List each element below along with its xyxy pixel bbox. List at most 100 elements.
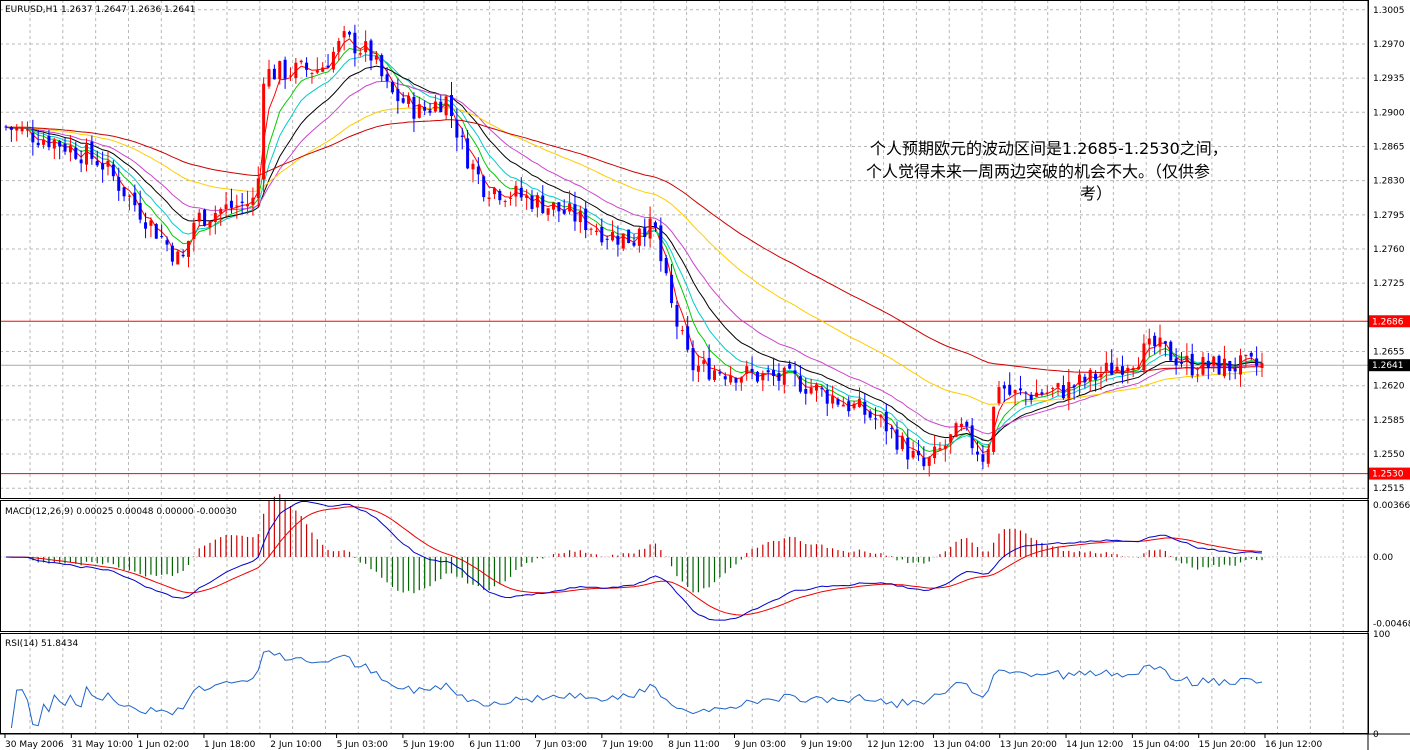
candle-body	[1206, 360, 1210, 369]
macd-main-line	[5, 501, 1263, 621]
candle-body	[326, 65, 330, 68]
candle-body	[922, 457, 926, 467]
price-tick-label: 1.2900	[1373, 108, 1405, 118]
candle-body	[154, 224, 158, 239]
candle-body	[1035, 392, 1039, 397]
candle-body	[47, 135, 51, 148]
macd-panel-header: MACD(12,26,9) 0.00025 0.00048 0.00000 -0…	[5, 507, 237, 517]
candle-body	[686, 326, 690, 350]
candle-body	[348, 31, 352, 35]
candle-body	[814, 384, 818, 391]
candle-body	[219, 208, 223, 214]
candle-body	[272, 68, 276, 80]
candle-body	[600, 226, 604, 243]
price-tick-label: 1.2760	[1373, 245, 1405, 255]
candle-body	[1088, 369, 1092, 382]
candle-body	[895, 429, 899, 450]
candle-body	[793, 370, 797, 374]
candle-body	[213, 212, 217, 222]
time-tick-label: 16 Jun 12:00	[1265, 740, 1322, 750]
candle-body	[546, 208, 550, 215]
candle-body	[852, 403, 856, 409]
candle-body	[621, 233, 625, 249]
candle-body	[804, 389, 808, 394]
price-tick-label: 1.2515	[1373, 484, 1405, 494]
candle-body	[407, 95, 411, 104]
candle-body	[707, 357, 711, 380]
time-tick-label: 7 Jun 03:00	[536, 740, 588, 750]
candle-body	[847, 401, 851, 412]
candle-body	[884, 411, 888, 432]
candle-body	[1024, 392, 1028, 394]
candle-body	[578, 210, 582, 223]
candle-body	[1222, 358, 1226, 377]
candle-body	[594, 230, 598, 232]
candle-body	[906, 437, 910, 460]
candle-body	[1056, 383, 1060, 388]
candle-body	[1228, 360, 1232, 371]
candle-body	[428, 110, 432, 113]
candle-body	[203, 209, 207, 226]
candle-body	[1002, 385, 1006, 389]
candle-body	[471, 163, 475, 170]
time-tick-label: 15 Jun 04:00	[1132, 740, 1189, 750]
candle-body	[186, 240, 190, 257]
candle-body	[1169, 341, 1173, 361]
candle-body	[954, 423, 958, 437]
time-tick-label: 30 May 2006	[5, 740, 64, 750]
candle-body	[766, 370, 770, 373]
candle-body	[122, 187, 126, 197]
candle-body	[611, 231, 615, 241]
candle-body	[782, 367, 786, 385]
candle-body	[568, 203, 572, 212]
candle-body	[723, 376, 727, 380]
candle-body	[283, 59, 287, 79]
candle-body	[825, 389, 829, 404]
candle-body	[42, 139, 46, 145]
candle-body	[933, 446, 937, 459]
candle-body	[1153, 335, 1157, 347]
candle-body	[729, 375, 733, 383]
current-price-label: 1.2641	[1372, 361, 1404, 371]
candle-body	[439, 101, 443, 113]
time-tick-label: 1 Jun 18:00	[204, 740, 256, 750]
candle-body	[1072, 385, 1076, 388]
candle-body	[890, 427, 894, 429]
candle-body	[772, 370, 776, 376]
candle-body	[487, 197, 491, 199]
candle-body	[1115, 366, 1119, 372]
candle-body	[573, 204, 577, 222]
candle-body	[809, 387, 813, 394]
candle-body	[831, 396, 835, 404]
candle-body	[1094, 373, 1098, 380]
rsi-tick-label: 0	[1373, 730, 1379, 740]
candle-body	[1249, 352, 1253, 357]
candle-body	[691, 348, 695, 371]
candle-body	[1179, 362, 1183, 364]
annotation-line-1: 个人预期欧元的波动区间是1.2685-1.2530之间，	[870, 139, 1228, 158]
price-tick-label: 1.2830	[1373, 177, 1405, 187]
candle-body	[696, 365, 700, 372]
price-tick-label: 1.2935	[1373, 74, 1405, 84]
candle-body	[761, 373, 765, 381]
candle-body	[1104, 362, 1108, 372]
candle-body	[58, 141, 62, 147]
candle-body	[970, 425, 974, 449]
candle-body	[535, 195, 539, 208]
candle-body	[374, 55, 378, 60]
candle-body	[224, 204, 228, 209]
candle-body	[836, 398, 840, 405]
candle-body	[868, 411, 872, 418]
candle-body	[734, 378, 738, 383]
candle-body	[417, 104, 421, 118]
candle-body	[632, 242, 636, 246]
time-tick-label: 5 Jun 03:00	[337, 740, 389, 750]
level-lines: 1.2686 1.2530 1.2641	[0, 315, 1410, 480]
candle-body	[1190, 353, 1194, 376]
candle-body	[288, 75, 292, 77]
rsi-line	[10, 650, 1263, 729]
candle-body	[584, 208, 588, 231]
candle-body	[138, 202, 142, 220]
candle-body	[777, 373, 781, 381]
candle-body	[364, 41, 368, 53]
